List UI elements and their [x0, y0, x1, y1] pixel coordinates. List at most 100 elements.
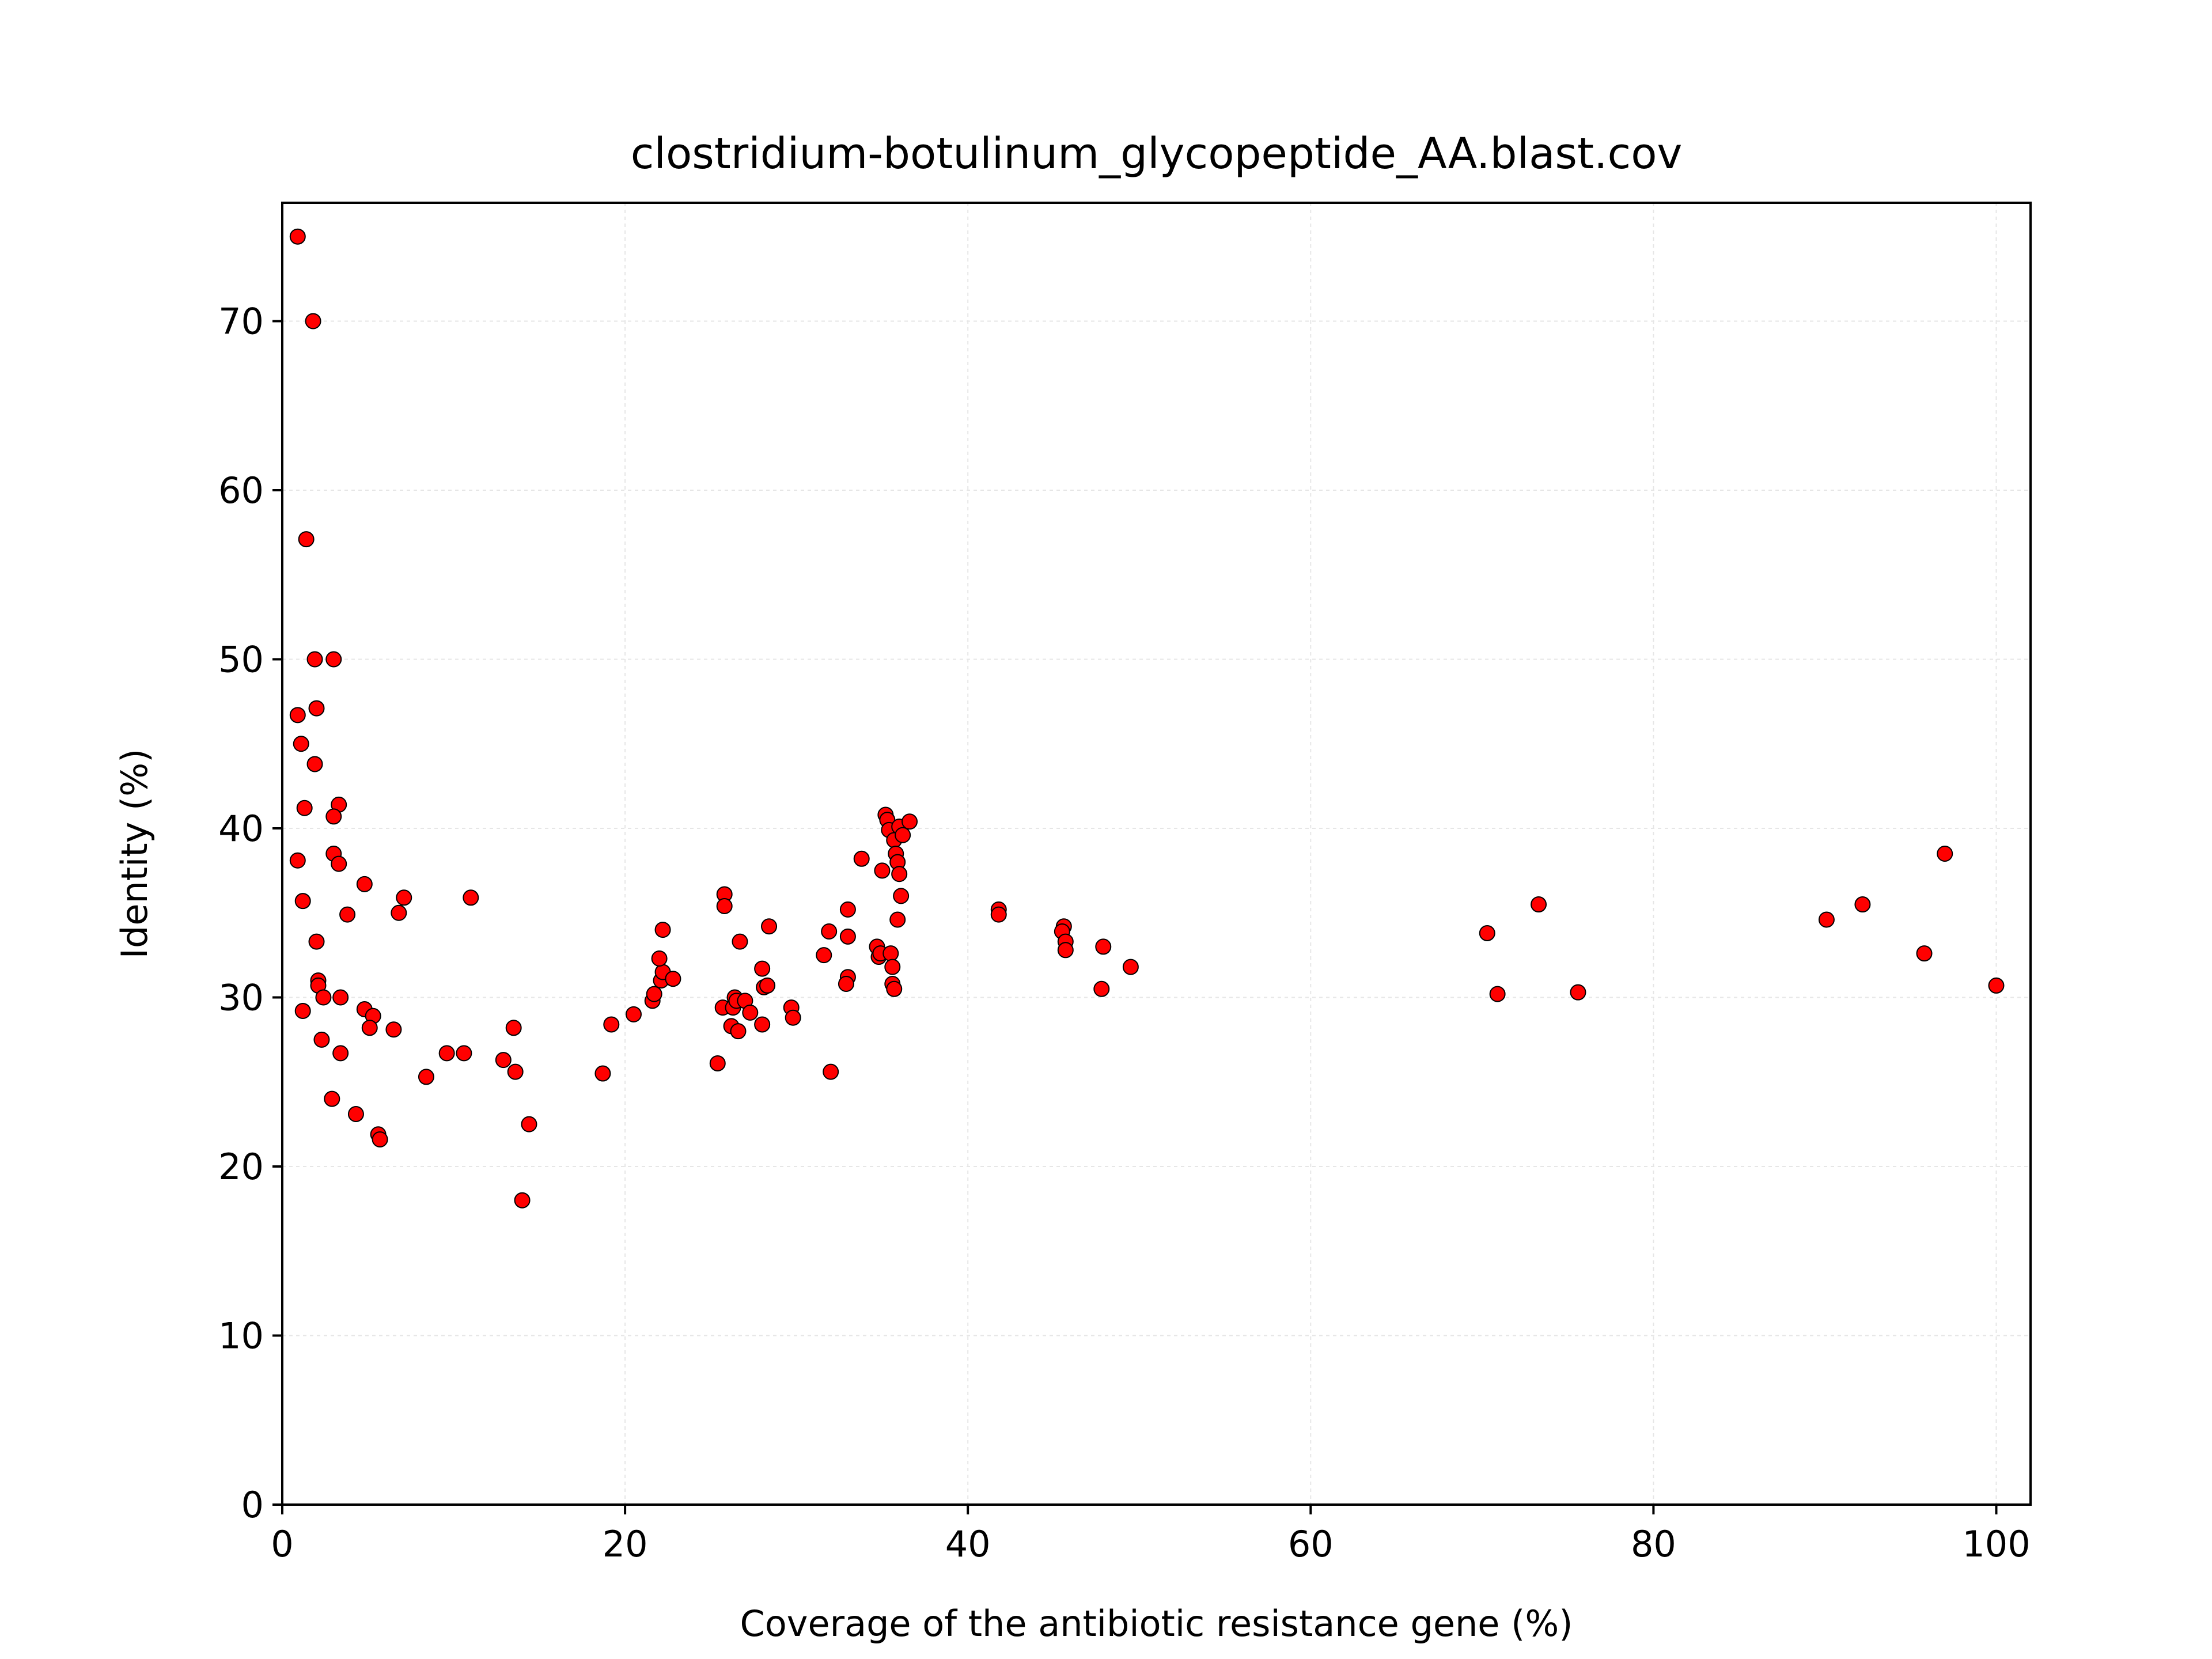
y-tick-label: 50 — [218, 638, 264, 680]
x-tick-label: 40 — [945, 1523, 991, 1565]
data-point — [289, 852, 306, 869]
data-point — [1531, 896, 1547, 913]
data-point — [294, 893, 311, 910]
plot-frame — [281, 202, 2032, 1506]
data-point — [732, 933, 748, 950]
data-point — [356, 876, 373, 892]
y-tick-label: 30 — [218, 976, 264, 1018]
data-point — [709, 1055, 726, 1071]
data-points — [289, 228, 2005, 1209]
data-point — [385, 1021, 402, 1038]
data-point — [893, 888, 910, 904]
data-point — [514, 1192, 531, 1209]
data-point — [646, 986, 662, 1002]
data-point — [895, 827, 911, 843]
data-point — [990, 906, 1007, 923]
data-point — [313, 1031, 330, 1048]
data-point — [294, 1002, 311, 1019]
data-point — [625, 1006, 642, 1022]
data-point — [839, 901, 856, 918]
data-point — [306, 756, 323, 772]
chart-title: clostridium-botulinum_glycopeptide_AA.bl… — [631, 129, 1683, 179]
data-point — [1479, 925, 1495, 941]
y-tick-label: 40 — [218, 808, 264, 850]
data-point — [293, 736, 309, 752]
data-point — [853, 850, 870, 867]
data-point — [823, 1063, 839, 1080]
data-point — [305, 313, 321, 329]
y-tick-label: 10 — [218, 1315, 264, 1357]
data-point — [325, 808, 342, 825]
data-point — [1854, 896, 1871, 913]
data-point — [331, 855, 347, 872]
data-point — [324, 1090, 340, 1107]
data-point — [882, 945, 899, 962]
data-point — [891, 866, 908, 882]
data-point — [754, 1016, 771, 1033]
data-point — [884, 959, 901, 975]
y-tick-label: 20 — [218, 1146, 264, 1188]
x-tick-label: 60 — [1288, 1523, 1334, 1565]
data-point — [456, 1045, 472, 1062]
data-point — [716, 897, 733, 914]
data-point — [1057, 942, 1074, 959]
data-point — [665, 971, 681, 987]
data-point — [759, 977, 776, 994]
data-point — [289, 707, 306, 724]
data-point — [1489, 986, 1506, 1002]
data-point — [1122, 959, 1139, 975]
data-point — [821, 923, 838, 940]
x-tick-label: 80 — [1631, 1523, 1676, 1565]
data-point — [306, 651, 323, 668]
data-point — [874, 862, 891, 879]
data-point — [742, 1004, 759, 1021]
data-point — [816, 947, 832, 964]
axis-ticks: 0 20 40 60 80 100 0 10 20 30 40 50 60 70 — [218, 300, 2031, 1565]
data-point — [308, 933, 325, 950]
x-tick-label: 0 — [271, 1523, 293, 1565]
x-tick-label: 20 — [603, 1523, 648, 1565]
data-point — [1818, 911, 1835, 928]
data-point — [339, 906, 356, 923]
data-point — [1916, 945, 1933, 962]
data-point — [1095, 938, 1112, 955]
data-point — [361, 1020, 378, 1036]
x-axis-label: Coverage of the antibiotic resistance ge… — [740, 1603, 1573, 1645]
data-point — [651, 950, 668, 967]
data-point — [347, 1106, 364, 1122]
data-point — [391, 904, 407, 921]
data-point — [325, 651, 342, 668]
data-point — [463, 889, 479, 906]
data-point — [886, 980, 903, 997]
data-point — [289, 228, 306, 245]
data-point — [902, 813, 918, 830]
data-point — [507, 1063, 524, 1080]
data-point — [315, 989, 332, 1006]
data-point — [1093, 980, 1110, 997]
data-point — [1988, 977, 2005, 994]
data-point — [838, 976, 854, 992]
data-point — [603, 1016, 620, 1033]
data-point — [754, 960, 771, 977]
data-point — [761, 918, 778, 935]
data-point — [521, 1116, 537, 1132]
data-point — [396, 889, 412, 906]
data-point — [730, 1023, 747, 1040]
data-point — [1937, 846, 1953, 862]
data-point — [505, 1020, 522, 1036]
data-point — [296, 800, 313, 816]
data-point — [839, 928, 856, 945]
data-point — [308, 700, 325, 717]
y-tick-label: 60 — [218, 469, 264, 512]
data-point — [495, 1052, 512, 1069]
data-point — [332, 1045, 349, 1062]
data-point — [418, 1069, 434, 1085]
data-point — [654, 922, 671, 938]
y-tick-label: 0 — [241, 1484, 264, 1526]
data-point — [298, 531, 315, 548]
data-point — [785, 1009, 801, 1026]
data-point — [1570, 984, 1586, 1001]
data-point — [594, 1065, 611, 1082]
